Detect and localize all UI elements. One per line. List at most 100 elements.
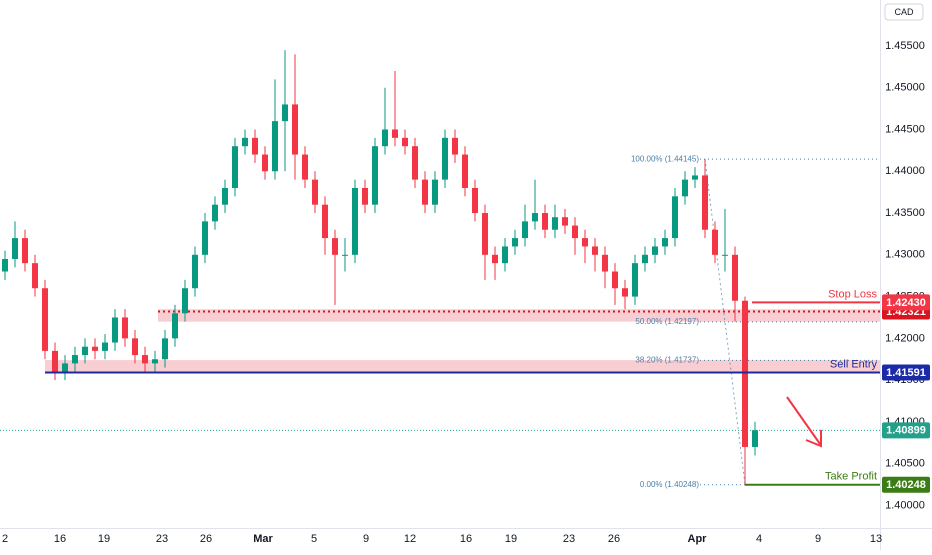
candle-body bbox=[562, 217, 568, 226]
x-tick-label: 23 bbox=[156, 533, 168, 545]
candle-body bbox=[712, 229, 718, 255]
candle-body bbox=[152, 359, 158, 364]
candle-body bbox=[402, 137, 408, 147]
candle-body bbox=[262, 154, 268, 172]
candle-body bbox=[662, 238, 668, 247]
candle-body bbox=[162, 338, 168, 360]
candle-body bbox=[752, 430, 758, 447]
candle-body bbox=[682, 179, 688, 197]
price-tag bbox=[882, 422, 930, 439]
price-tag bbox=[882, 294, 930, 311]
candle-body bbox=[612, 271, 618, 289]
candle-body bbox=[12, 238, 18, 259]
candle-body bbox=[32, 263, 38, 289]
candle-body bbox=[632, 263, 638, 297]
x-tick-label: 19 bbox=[98, 533, 110, 545]
candle-body bbox=[172, 313, 178, 339]
candle-body bbox=[492, 254, 498, 264]
price-tag-label: 1.42430 bbox=[886, 297, 926, 309]
fib-label: 0.00% (1.40248) bbox=[640, 480, 699, 489]
currency-box bbox=[884, 3, 924, 21]
candle-body bbox=[432, 179, 438, 205]
candle-body bbox=[212, 204, 218, 222]
candle-body bbox=[292, 104, 298, 155]
candle-body bbox=[552, 217, 558, 230]
y-tick-label: 1.44000 bbox=[885, 165, 925, 177]
candle-body bbox=[102, 342, 108, 351]
candle-body bbox=[112, 317, 118, 343]
candle-body bbox=[2, 258, 8, 272]
y-tick-label: 1.42000 bbox=[885, 332, 925, 344]
candle-body bbox=[702, 175, 708, 230]
level-label: Take Profit bbox=[825, 471, 877, 483]
candle-body bbox=[362, 187, 368, 205]
candle-body bbox=[742, 300, 748, 447]
candle-body bbox=[322, 204, 328, 239]
candle-body bbox=[442, 137, 448, 180]
x-tick-label: 12 bbox=[404, 533, 416, 545]
price-tag bbox=[882, 476, 930, 493]
candle-body bbox=[232, 146, 238, 188]
price-tag-label: 1.40899 bbox=[886, 425, 926, 437]
candle-body bbox=[372, 146, 378, 205]
fib-trendline bbox=[704, 159, 746, 485]
x-tick-label: 26 bbox=[200, 533, 212, 545]
candle-body bbox=[392, 129, 398, 138]
y-tick-label: 1.45500 bbox=[885, 40, 925, 52]
candle-body bbox=[732, 254, 738, 301]
x-tick-label: Apr bbox=[688, 533, 708, 545]
candle-body bbox=[122, 317, 128, 339]
x-tick-label: 9 bbox=[363, 533, 369, 545]
candle-body bbox=[182, 288, 188, 314]
candle-body bbox=[452, 137, 458, 155]
candle-body bbox=[282, 104, 288, 122]
candle-body bbox=[542, 213, 548, 230]
candle-body bbox=[652, 246, 658, 255]
candle-body bbox=[622, 288, 628, 297]
candle-body bbox=[472, 187, 478, 214]
x-tick-label: 26 bbox=[608, 533, 620, 545]
level-label: Sell Entry bbox=[830, 358, 878, 370]
candle-body bbox=[582, 238, 588, 247]
candle-body bbox=[82, 346, 88, 356]
candle-body bbox=[272, 121, 278, 172]
candle-body bbox=[242, 137, 248, 147]
candle-body bbox=[352, 187, 358, 255]
zone bbox=[45, 360, 880, 374]
x-tick-label: Mar bbox=[253, 533, 273, 545]
x-tick-label: 13 bbox=[870, 533, 882, 545]
candle-body bbox=[512, 238, 518, 247]
candle-body bbox=[482, 213, 488, 255]
candle-body bbox=[422, 179, 428, 205]
x-tick-label: 5 bbox=[311, 533, 317, 545]
candle-body bbox=[92, 346, 98, 351]
candle-body bbox=[592, 246, 598, 255]
y-tick-label: 1.44500 bbox=[885, 123, 925, 135]
candle-body bbox=[252, 137, 258, 155]
candle-body bbox=[42, 288, 48, 351]
candle-body bbox=[572, 225, 578, 239]
candle-body bbox=[62, 363, 68, 372]
x-tick-label: 4 bbox=[756, 533, 762, 545]
x-tick-label: 23 bbox=[563, 533, 575, 545]
candle-body bbox=[602, 254, 608, 272]
y-tick-label: 1.43500 bbox=[885, 207, 925, 219]
candle-body bbox=[302, 154, 308, 180]
candle-body bbox=[642, 254, 648, 264]
fib-label: 50.00% (1.42197) bbox=[635, 317, 699, 326]
candle-body bbox=[382, 129, 388, 147]
candle-body bbox=[222, 187, 228, 205]
candle-body bbox=[342, 254, 348, 256]
candle-body bbox=[412, 146, 418, 180]
x-tick-label: 16 bbox=[460, 533, 472, 545]
level-label: Stop Loss bbox=[828, 288, 877, 300]
y-tick-label: 1.40500 bbox=[885, 458, 925, 470]
fib-label: 38.20% (1.41737) bbox=[635, 355, 699, 364]
arrow bbox=[786, 396, 822, 448]
candle-body bbox=[692, 175, 698, 180]
x-tick-label: 19 bbox=[505, 533, 517, 545]
y-tick-label: 1.40000 bbox=[885, 499, 925, 511]
price-tag-label: 1.40248 bbox=[886, 479, 926, 491]
candle-body bbox=[132, 338, 138, 356]
